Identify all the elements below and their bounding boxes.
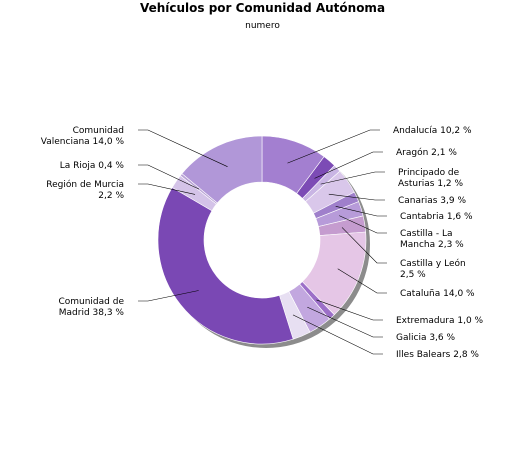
slice-label: Principado de Asturias 1,2 % [398, 168, 464, 189]
leader-line [328, 193, 385, 201]
chart-subtitle: numero [245, 21, 280, 31]
slice-label: Aragón 2,1 % [396, 147, 457, 158]
slice-label: Canarias 3,9 % [398, 196, 466, 206]
slice-label-line: Cantabria 1,6 % [400, 212, 473, 222]
slice-label: Cataluña 14,0 % [400, 289, 475, 299]
slice-label: Región de Murcia 2,2 % [46, 179, 124, 201]
donut-slices [157, 135, 367, 345]
slice-label-line: 2,2 % [98, 191, 124, 201]
slice-label: Castilla - La Mancha 2,3 % [400, 229, 464, 250]
leader-line [292, 314, 383, 355]
slice-label-line: Castilla y León [400, 258, 466, 269]
slice-labels: Andalucía 10,2 % Aragón 2,1 % Principado d… [41, 126, 484, 360]
slice-label-line: Asturias 1,2 % [398, 179, 464, 189]
donut-hole [204, 182, 320, 298]
leader-line [138, 164, 200, 190]
slice-label-line: Principado de [398, 168, 460, 178]
leader-line [335, 206, 387, 217]
slice-label-line: Comunidad [73, 126, 124, 136]
slice-label: Cantabria 1,6 % [400, 212, 473, 222]
slice-label-line: La Rioja 0,4 % [60, 161, 125, 171]
leader-line [316, 299, 383, 321]
slice-label-line: Aragón 2,1 % [396, 147, 457, 158]
leader-line [307, 306, 383, 338]
slice-label-line: Madrid 38,3 % [59, 308, 125, 318]
slice-label-line: Extremadura 1,0 % [396, 316, 484, 326]
slice-label-line: Comunidad de [58, 297, 124, 307]
leader-line [339, 215, 387, 234]
slice-label-line: Galicia 3,6 % [396, 333, 455, 343]
slice-label: Comunidad de Madrid 38,3 % [58, 297, 124, 318]
leader-line [138, 290, 199, 302]
slice-label: Galicia 3,6 % [396, 333, 455, 343]
slice-label: Illes Balears 2,8 % [396, 350, 479, 360]
slice-label-line: Canarias 3,9 % [398, 196, 466, 206]
slice-label-line: Cataluña 14,0 % [400, 289, 475, 299]
slice-label-line: Mancha 2,3 % [400, 240, 464, 250]
leader-line [341, 227, 387, 264]
slice-label-line: Valenciana 14,0 % [41, 137, 125, 147]
slice-label: Andalucía 10,2 % [393, 126, 472, 136]
leader-line [287, 129, 380, 164]
leader-line [314, 151, 383, 179]
slice-label-line: 2,5 % [400, 270, 426, 280]
chart-title: Vehículos por Comunidad Autónoma [139, 1, 386, 15]
slice-label: La Rioja 0,4 % [60, 161, 125, 171]
slice-label-line: Castilla - La [400, 229, 453, 239]
slice-label: Castilla y León 2,5 % [400, 258, 466, 280]
slice-label-line: Illes Balears 2,8 % [396, 350, 479, 360]
leader-lines [138, 129, 387, 355]
slice-label-line: Andalucía 10,2 % [393, 126, 472, 136]
slice-label-line: Región de Murcia [46, 179, 124, 190]
slice-label: Comunidad Valenciana 14,0 % [41, 126, 125, 147]
leader-line [337, 268, 387, 294]
leader-line [320, 171, 385, 185]
leader-line [138, 129, 228, 167]
leader-line [138, 183, 196, 195]
slice-label: Extremadura 1,0 % [396, 316, 484, 326]
